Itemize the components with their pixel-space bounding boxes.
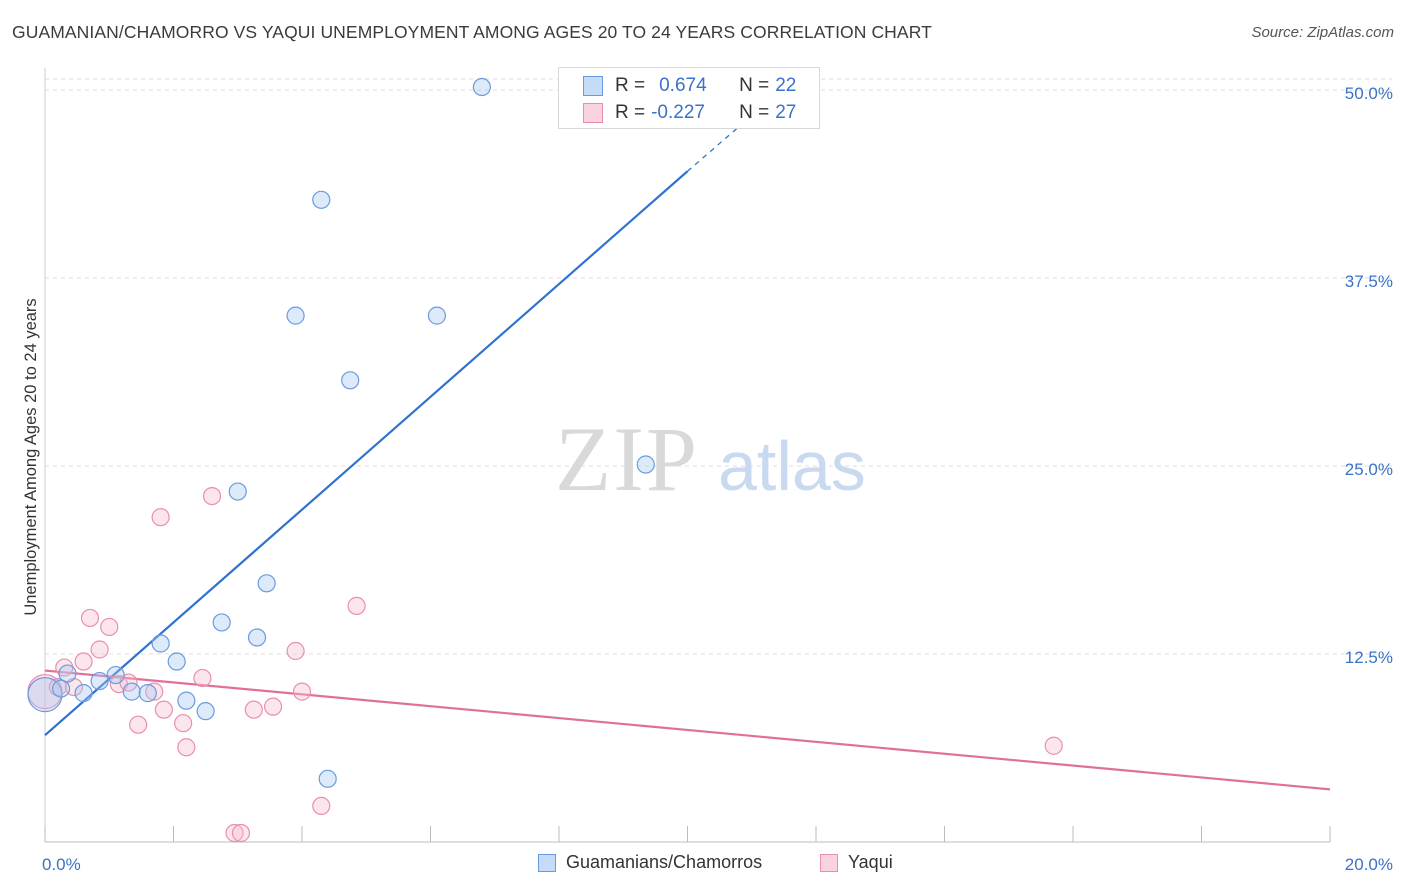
point-yaqui	[177, 738, 196, 757]
y-axis-label: Unemployment Among Ages 20 to 24 years	[22, 298, 40, 615]
point-yaqui	[244, 700, 263, 719]
point-guamanians	[312, 190, 331, 209]
point-guamanians	[636, 455, 655, 474]
x-tick-label: 0.0%	[42, 855, 81, 874]
point-guamanians	[151, 634, 170, 653]
point-guamanians	[138, 684, 157, 703]
point-guamanians	[341, 371, 360, 390]
stats-r-label: R =	[615, 75, 646, 96]
point-guamanians	[196, 702, 215, 721]
point-yaqui	[286, 641, 305, 661]
point-guamanians	[167, 652, 186, 671]
legend-swatch-blue	[538, 853, 556, 872]
tick-label-layer: 12.5% 25.0% 37.5% 50.0% 0.0% 20.0%	[42, 84, 1393, 874]
stats-swatch-blue	[583, 76, 603, 96]
stats-n-label: N =	[739, 75, 770, 96]
source-label: Source: ZipAtlas.com	[1251, 24, 1394, 41]
points-layer	[27, 77, 1063, 843]
y-tick-label: 25.0%	[1345, 460, 1393, 479]
legend-swatch-pink	[820, 853, 838, 872]
axis-layer	[44, 68, 1331, 843]
point-guamanians	[122, 682, 141, 701]
stats-row-yaqui: R = -0.227 N = 27	[583, 102, 796, 124]
stats-n-value: 22	[775, 75, 797, 96]
stats-legend: R = 0.674 N = 22 R = -0.227 N = 27	[558, 67, 820, 129]
point-yaqui	[263, 697, 283, 716]
point-guamanians	[106, 665, 125, 685]
point-yaqui	[100, 617, 119, 637]
point-yaqui	[347, 596, 366, 615]
legend-label-guamanians: Guamanians/Chamorros	[566, 852, 763, 872]
point-guamanians	[257, 574, 276, 593]
watermark-zip: ZIP	[555, 408, 699, 510]
stats-n-label: N =	[739, 102, 770, 123]
point-yaqui	[154, 700, 173, 719]
stats-r-label: R =	[615, 102, 646, 123]
point-yaqui	[80, 608, 100, 628]
bottom-legend: Guamanians/Chamorros Yaqui	[0, 852, 1406, 878]
legend-item-guamanians: Guamanians/Chamorros	[538, 852, 762, 873]
point-guamanians	[177, 691, 196, 710]
point-guamanians	[318, 769, 337, 788]
point-yaqui	[74, 652, 93, 671]
point-yaqui	[231, 823, 251, 843]
point-guamanians	[51, 679, 71, 698]
point-guamanians	[228, 482, 247, 501]
point-yaqui	[312, 796, 331, 816]
point-yaqui	[151, 508, 170, 527]
stats-row-guamanians: R = 0.674 N = 22	[583, 75, 796, 97]
trend-line-yaqui	[44, 669, 1331, 791]
y-tick-label: 12.5%	[1345, 648, 1393, 667]
point-yaqui	[145, 682, 164, 701]
stats-r-value: -0.227	[651, 102, 705, 123]
point-yaqui	[225, 823, 244, 843]
point-yaqui	[90, 640, 109, 659]
legend-label-yaqui: Yaqui	[848, 852, 893, 872]
point-guamanians	[74, 684, 93, 703]
point-guamanians	[90, 671, 109, 691]
point-guamanians	[427, 306, 447, 325]
point-guamanians	[247, 628, 267, 647]
point-guamanians	[212, 613, 231, 632]
point-guamanians	[58, 664, 77, 683]
watermark: ZIP atlas	[555, 408, 866, 510]
point-yaqui	[292, 682, 312, 701]
point-guamanians	[286, 306, 305, 325]
point-yaqui	[129, 715, 148, 734]
point-yaqui	[1044, 736, 1063, 755]
x-tick-label: 20.0%	[1345, 855, 1393, 874]
stats-r-value: 0.674	[659, 75, 707, 96]
legend-item-yaqui: Yaqui	[820, 852, 893, 873]
stats-n-value: 27	[775, 102, 797, 123]
y-tick-label: 37.5%	[1345, 272, 1393, 291]
watermark-atlas: atlas	[718, 427, 866, 505]
point-yaqui	[193, 668, 212, 688]
point-yaqui	[174, 714, 193, 733]
point-yaqui	[202, 486, 222, 506]
stats-swatch-pink	[583, 103, 603, 123]
point-guamanians	[472, 77, 491, 97]
y-tick-label: 50.0%	[1345, 84, 1393, 103]
chart-title: GUAMANIAN/CHAMORRO VS YAQUI UNEMPLOYMENT…	[12, 22, 932, 42]
grid-layer	[45, 78, 1392, 655]
